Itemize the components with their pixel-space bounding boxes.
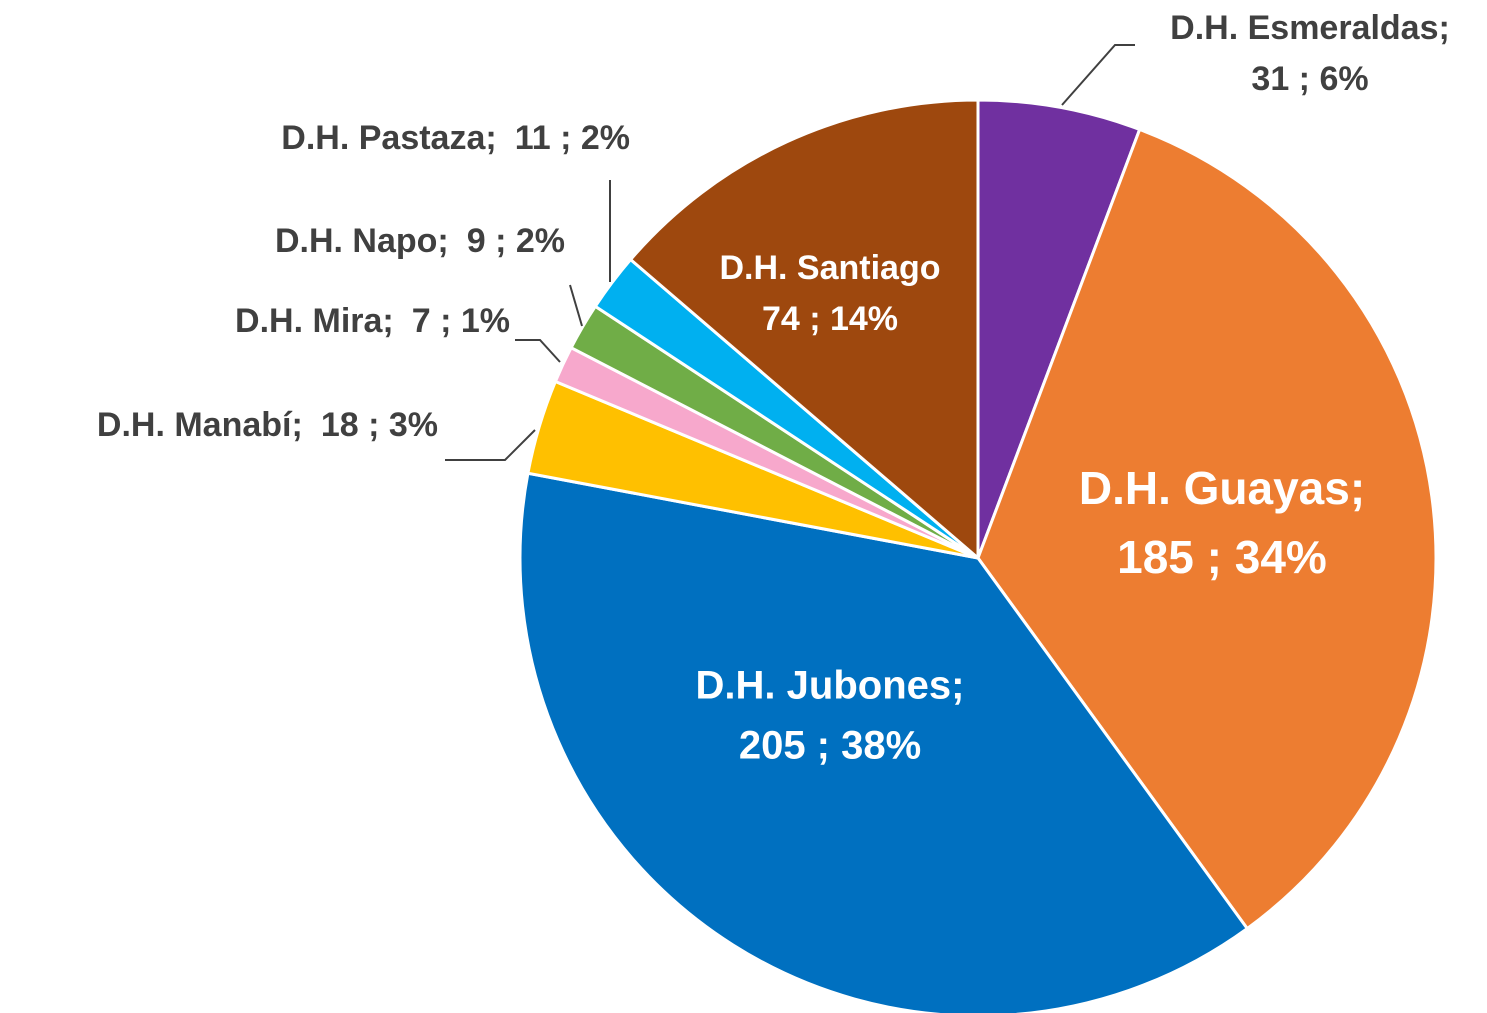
value-label: 74 ; 14%: [762, 300, 898, 338]
value-label: 18 ; 3%: [321, 406, 438, 444]
value-label: 185 ; 34%: [1117, 531, 1327, 583]
slice-label: D.H. Mira; 7 ; 1%: [235, 302, 510, 340]
slice-label: D.H. Jubones;: [696, 664, 965, 708]
value-label: 11 ; 2%: [515, 119, 630, 157]
slice-label: D.H. Guayas;: [1079, 462, 1365, 514]
category-label: D.H. Pastaza;: [281, 119, 496, 157]
value-label: 7 ; 1%: [412, 302, 510, 340]
pie-slice: [518, 471, 1250, 1013]
slice-label: D.H. Napo; 9 ; 2%: [275, 222, 565, 260]
leader-line: [1061, 44, 1135, 106]
leader-line: [445, 429, 536, 461]
pie-slice: [976, 98, 1142, 559]
leader-line: [569, 284, 583, 327]
slice-label: D.H. Esmeraldas;: [1170, 9, 1450, 47]
pie-slice: [976, 127, 1438, 931]
category-label: D.H. Napo;: [275, 222, 449, 260]
value-label: 31 ; 6%: [1251, 60, 1368, 98]
leader-line: [515, 339, 561, 363]
pie-slice: [628, 98, 980, 562]
value-label: 205 ; 38%: [739, 724, 921, 768]
slice-label: D.H. Pastaza; 11 ; 2%: [281, 119, 630, 157]
slice-label: D.H. Manabí; 18 ; 3%: [97, 406, 438, 444]
value-label: 9 ; 2%: [467, 222, 565, 260]
category-label: D.H. Mira;: [235, 302, 394, 340]
category-label: D.H. Manabí;: [97, 406, 303, 444]
slice-label: D.H. Santiago: [719, 249, 940, 287]
